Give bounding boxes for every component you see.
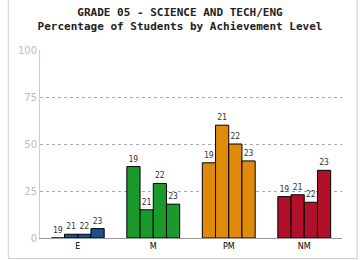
svg-text:19: 19 [53,226,63,235]
svg-text:23: 23 [319,158,329,167]
svg-text:50: 50 [24,139,37,150]
svg-text:23: 23 [93,217,103,226]
svg-text:75: 75 [24,92,37,103]
svg-text:19: 19 [280,185,290,194]
svg-text:25: 25 [24,186,37,197]
svg-text:22: 22 [155,171,165,180]
svg-text:22: 22 [306,190,316,199]
svg-text:NM: NM [298,242,311,251]
svg-text:19: 19 [129,155,139,164]
svg-text:21: 21 [142,198,152,207]
svg-text:21: 21 [293,183,303,192]
svg-text:M: M [150,242,157,251]
svg-text:22: 22 [79,222,89,231]
svg-text:19: 19 [204,151,214,160]
svg-text:23: 23 [244,149,254,158]
svg-text:E: E [75,242,80,251]
svg-text:23: 23 [168,192,178,201]
svg-text:100: 100 [18,45,37,56]
svg-text:21: 21 [217,113,227,122]
svg-text:21: 21 [66,222,76,231]
svg-text:0: 0 [31,233,37,244]
svg-text:22: 22 [230,132,240,141]
svg-text:GRADE 05 - SCIENCE AND TECH/EN: GRADE 05 - SCIENCE AND TECH/ENGPercentag… [38,6,323,33]
svg-text:PM: PM [223,242,235,251]
